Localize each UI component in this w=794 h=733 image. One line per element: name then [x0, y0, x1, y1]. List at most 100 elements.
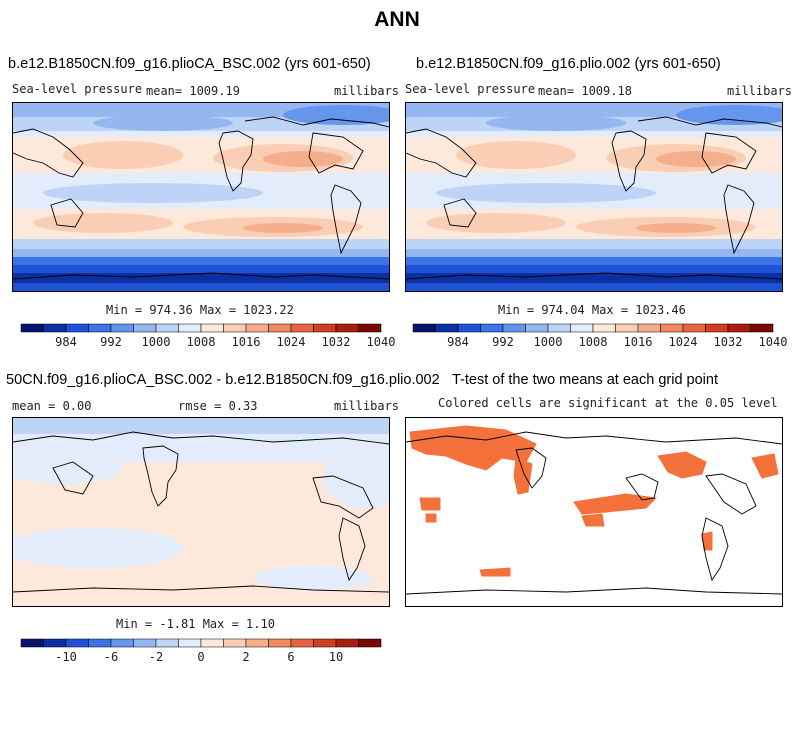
colorbar-swatch: [412, 323, 436, 333]
colorbar-tick-label: 1008: [579, 335, 608, 349]
colorbar-tick-label: 1032: [714, 335, 743, 349]
colorbar-swatch: [358, 638, 382, 648]
colorbar-swatch: [43, 638, 67, 648]
colorbar-swatch: [88, 323, 112, 333]
panel2-colorbar-svg: 984 992 1000 1008 1016 1024 1032 1040: [412, 323, 787, 349]
colorbar-swatch: [637, 323, 661, 333]
colorbar-tick-label: 1000: [142, 335, 171, 349]
colorbar-swatch: [592, 323, 616, 333]
colorbar-swatch: [110, 638, 134, 648]
colorbar-tick-label: 1016: [624, 335, 653, 349]
colorbar-tick-label: 984: [55, 335, 77, 349]
colorbar-swatch: [200, 323, 224, 333]
colorbar-tick-label: 1032: [322, 335, 351, 349]
panel1-map: [12, 102, 390, 292]
colorbar-tick-label: 10: [329, 650, 343, 664]
colorbar-swatch: [547, 323, 571, 333]
colorbar-swatch: [268, 323, 292, 333]
colorbar-tick-label: 992: [492, 335, 514, 349]
colorbar-swatch: [727, 323, 751, 333]
panel1-mean: mean= 1009.19: [146, 84, 240, 98]
colorbar-swatch: [20, 323, 44, 333]
colorbar-swatch: [133, 323, 157, 333]
colorbar-swatch: [705, 323, 729, 333]
colorbar-swatch: [313, 638, 337, 648]
colorbar-tick-label: -2: [149, 650, 163, 664]
panel1-variable: Sea-level pressure: [12, 82, 143, 96]
panel3-mean: mean = 0.00: [12, 399, 92, 413]
panel3-map: [12, 417, 390, 607]
colorbar-swatch: [110, 323, 134, 333]
colorbar-tick-label: 992: [100, 335, 122, 349]
panel1-colorbar-svg: 984 992 1000 1008 1016 1024 1032 1040: [20, 323, 395, 349]
panel1-units: millibars: [334, 84, 400, 98]
colorbar-swatch: [290, 638, 314, 648]
panel3-colorbar-svg: -10 -6 -2 0 2 6 10: [20, 638, 382, 664]
colorbar-tick-label: 2: [242, 650, 249, 664]
colorbar-swatch: [313, 323, 337, 333]
colorbar-tick-label: 1040: [759, 335, 788, 349]
panel4-ttest-field: [406, 418, 782, 606]
colorbar-swatch: [20, 638, 44, 648]
colorbar-swatch: [223, 323, 247, 333]
colorbar-tick-label: -6: [104, 650, 118, 664]
colorbar-swatch: [245, 638, 269, 648]
panel2-title: b.e12.B1850CN.f09_g16.plio.002 (yrs 601-…: [416, 56, 721, 72]
colorbar-tick-label: 1024: [277, 335, 306, 349]
panel4-title: T-test of the two means at each grid poi…: [452, 372, 718, 388]
panel3-title: 50CN.f09_g16.plioCA_BSC.002 - b.e12.B185…: [6, 372, 440, 388]
colorbar-swatch: [155, 323, 179, 333]
colorbar-tick-label: 1000: [534, 335, 563, 349]
panel3-diff-field: [13, 418, 389, 606]
colorbar-swatch: [88, 638, 112, 648]
colorbar-swatch: [682, 323, 706, 333]
panel1-colorbar: 984 992 1000 1008 1016 1024 1032 1040: [20, 323, 395, 354]
panel2-colorbar: 984 992 1000 1008 1016 1024 1032 1040: [412, 323, 787, 354]
page-title: ANN: [374, 8, 420, 31]
panel2-variable: Sea-level pressure: [405, 82, 536, 96]
colorbar-swatch: [480, 323, 504, 333]
colorbar-swatch: [435, 323, 459, 333]
colorbar-swatch: [268, 638, 292, 648]
panel3-units: millibars: [334, 399, 400, 413]
colorbar-swatch: [615, 323, 639, 333]
colorbar-tick-label: 984: [447, 335, 469, 349]
colorbar-tick-label: 1008: [187, 335, 216, 349]
panel3-minmax: Min = -1.81 Max = 1.10: [116, 617, 275, 631]
panel1-slp-field: [13, 103, 389, 291]
panel4-map: [405, 417, 783, 607]
colorbar-swatch: [200, 638, 224, 648]
panel2-slp-field: [406, 103, 782, 291]
colorbar-tick-label: 6: [287, 650, 294, 664]
panel2-map: [405, 102, 783, 292]
colorbar-swatch: [335, 638, 359, 648]
colorbar-swatch: [290, 323, 314, 333]
colorbar-swatch: [525, 323, 549, 333]
colorbar-swatch: [155, 638, 179, 648]
panel4-subtitle: Colored cells are significant at the 0.0…: [438, 396, 778, 410]
colorbar-swatch: [178, 638, 202, 648]
colorbar-swatch: [245, 323, 269, 333]
colorbar-swatch: [457, 323, 481, 333]
panel1-minmax: Min = 974.36 Max = 1023.22: [106, 303, 294, 317]
colorbar-swatch: [750, 323, 774, 333]
colorbar-tick-label: -10: [55, 650, 77, 664]
colorbar-swatch: [358, 323, 382, 333]
colorbar-swatch: [65, 638, 89, 648]
colorbar-swatch: [223, 638, 247, 648]
panel2-units: millibars: [727, 84, 793, 98]
colorbar-swatch: [43, 323, 67, 333]
colorbar-swatch: [178, 323, 202, 333]
panel1-title: b.e12.B1850CN.f09_g16.plioCA_BSC.002 (yr…: [8, 56, 371, 72]
panel2-mean: mean= 1009.18: [538, 84, 632, 98]
colorbar-tick-label: 1016: [232, 335, 261, 349]
colorbar-tick-label: 0: [197, 650, 204, 664]
colorbar-tick-label: 1040: [367, 335, 396, 349]
colorbar-swatch: [502, 323, 526, 333]
colorbar-swatch: [660, 323, 684, 333]
panel3-rmse: rmse = 0.33: [178, 399, 258, 413]
colorbar-swatch: [335, 323, 359, 333]
colorbar-swatch: [65, 323, 89, 333]
panel3-colorbar: -10 -6 -2 0 2 6 10: [20, 638, 382, 669]
colorbar-tick-label: 1024: [669, 335, 698, 349]
